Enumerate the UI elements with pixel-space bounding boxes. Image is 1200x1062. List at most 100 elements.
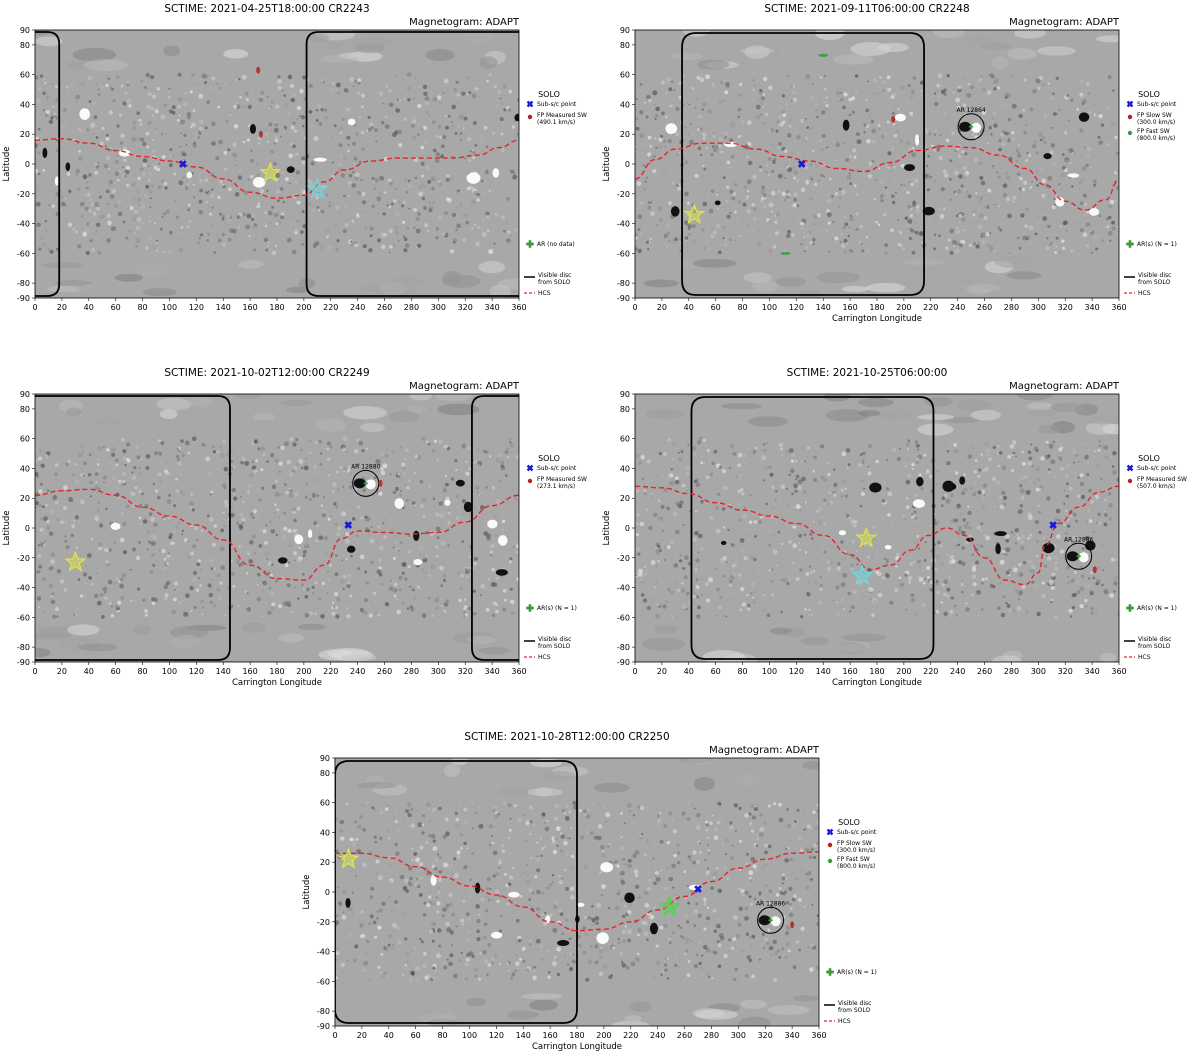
texture-speck <box>162 216 164 218</box>
magnetic-blob <box>347 546 355 553</box>
legend-subsc-label: Sub-s/c point <box>537 101 577 108</box>
texture-speck <box>1006 132 1010 136</box>
texture-speck <box>810 126 814 130</box>
texture-speck <box>148 478 150 480</box>
texture-speck <box>1082 166 1086 170</box>
texture-speck <box>1035 233 1038 236</box>
x-tick-label: 160 <box>842 667 857 676</box>
texture-speck <box>204 81 207 84</box>
texture-speck <box>831 606 833 608</box>
texture-speck <box>887 75 891 79</box>
texture-speck <box>1065 510 1067 512</box>
texture-speck <box>395 108 400 113</box>
texture-speck <box>232 153 237 158</box>
texture-speck <box>81 82 85 86</box>
texture-speck <box>185 117 187 119</box>
texture-speck <box>847 243 849 245</box>
texture-speck <box>1025 544 1028 547</box>
texture-speck <box>71 84 74 87</box>
texture-speck <box>330 445 333 448</box>
texture-speck <box>236 102 238 104</box>
texture-speck <box>224 467 229 472</box>
texture-speck <box>879 168 881 170</box>
texture-speck <box>877 571 882 576</box>
texture-speck <box>260 91 264 95</box>
texture-speck <box>98 93 100 95</box>
texture-speck <box>474 478 478 482</box>
texture-speck <box>937 85 939 87</box>
texture-speck <box>679 152 681 154</box>
texture-speck <box>886 108 890 112</box>
texture-speck <box>259 529 261 531</box>
x-tick-label: 260 <box>977 303 992 312</box>
texture-speck <box>68 497 73 502</box>
texture-speck <box>422 569 424 571</box>
chart-svg: SCTIME: 2021-10-25T06:00:00Magnetogram: … <box>600 364 1200 698</box>
texture-speck <box>977 615 979 617</box>
texture-speck <box>1089 519 1093 523</box>
texture-speck <box>346 614 350 618</box>
legend-fp-speed: (507.0 km/s) <box>1137 483 1175 490</box>
texture-speck <box>230 217 232 219</box>
texture-speck <box>360 555 365 560</box>
texture-speck <box>170 101 172 103</box>
texture-speck <box>865 99 868 102</box>
texture-speck <box>219 581 222 584</box>
texture-speck <box>222 511 225 514</box>
texture-speck <box>1066 495 1069 498</box>
texture-speck <box>729 166 731 168</box>
texture-speck <box>637 181 642 186</box>
texture-speck <box>151 107 154 110</box>
texture-patch <box>831 644 868 653</box>
texture-speck <box>768 569 771 572</box>
texture-speck <box>763 479 765 481</box>
texture-patch <box>671 53 703 60</box>
texture-speck <box>169 163 173 167</box>
texture-speck <box>250 512 254 516</box>
texture-speck <box>1110 122 1115 127</box>
texture-speck <box>155 132 157 134</box>
texture-speck <box>76 187 80 191</box>
texture-speck <box>1004 171 1008 175</box>
texture-speck <box>322 509 326 513</box>
texture-speck <box>1115 136 1118 139</box>
texture-speck <box>447 544 450 547</box>
legend-subsc-label: Sub-s/c point <box>537 465 577 472</box>
texture-speck <box>839 589 841 591</box>
texture-speck <box>1063 503 1065 505</box>
texture-speck <box>866 139 871 144</box>
texture-speck <box>104 591 106 593</box>
texture-speck <box>935 125 937 127</box>
texture-speck <box>303 588 305 590</box>
texture-speck <box>861 492 865 496</box>
texture-speck <box>413 208 417 212</box>
texture-speck <box>752 597 754 599</box>
texture-speck <box>132 126 136 130</box>
texture-speck <box>943 593 947 597</box>
texture-speck <box>239 545 241 547</box>
texture-speck <box>766 163 768 165</box>
texture-speck <box>510 600 515 605</box>
texture-speck <box>914 541 917 544</box>
texture-speck <box>375 114 378 117</box>
texture-speck <box>956 189 961 194</box>
texture-speck <box>284 128 286 130</box>
texture-speck <box>82 169 84 171</box>
texture-speck <box>144 194 147 197</box>
texture-speck <box>163 518 166 521</box>
texture-speck <box>709 209 714 214</box>
texture-speck <box>118 212 123 217</box>
texture-speck <box>1016 159 1019 162</box>
texture-speck <box>726 186 729 189</box>
texture-speck <box>739 602 741 604</box>
texture-speck <box>816 109 819 112</box>
texture-speck <box>392 132 397 137</box>
texture-speck <box>972 493 976 497</box>
texture-speck <box>209 517 214 522</box>
texture-speck <box>670 615 674 619</box>
texture-speck <box>917 455 922 460</box>
texture-speck <box>327 571 329 573</box>
x-tick-label: 40 <box>84 667 94 676</box>
texture-speck <box>667 246 669 248</box>
texture-speck <box>694 154 699 159</box>
